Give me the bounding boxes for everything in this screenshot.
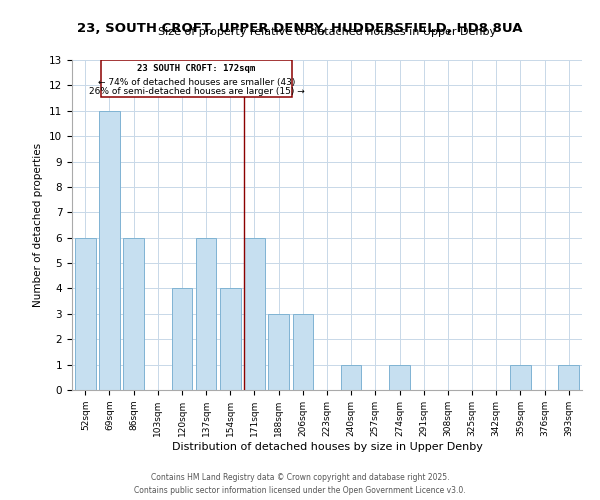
- Title: Size of property relative to detached houses in Upper Denby: Size of property relative to detached ho…: [158, 27, 496, 37]
- Bar: [99, 111, 120, 390]
- Bar: [268, 314, 289, 390]
- Text: Contains HM Land Registry data © Crown copyright and database right 2025.
Contai: Contains HM Land Registry data © Crown c…: [134, 474, 466, 495]
- Y-axis label: Number of detached properties: Number of detached properties: [34, 143, 43, 307]
- Bar: [75, 238, 95, 390]
- Bar: [559, 364, 579, 390]
- Bar: [510, 364, 530, 390]
- Text: 23 SOUTH CROFT: 172sqm: 23 SOUTH CROFT: 172sqm: [137, 64, 256, 74]
- Bar: [293, 314, 313, 390]
- Bar: [196, 238, 217, 390]
- Bar: [389, 364, 410, 390]
- Text: 26% of semi-detached houses are larger (15) →: 26% of semi-detached houses are larger (…: [89, 87, 304, 96]
- Bar: [244, 238, 265, 390]
- Text: 23, SOUTH CROFT, UPPER DENBY, HUDDERSFIELD, HD8 8UA: 23, SOUTH CROFT, UPPER DENBY, HUDDERSFIE…: [77, 22, 523, 36]
- Bar: [341, 364, 361, 390]
- Text: ← 74% of detached houses are smaller (43): ← 74% of detached houses are smaller (43…: [98, 78, 295, 88]
- X-axis label: Distribution of detached houses by size in Upper Denby: Distribution of detached houses by size …: [172, 442, 482, 452]
- Bar: [172, 288, 192, 390]
- Bar: [124, 238, 144, 390]
- Bar: [220, 288, 241, 390]
- FancyBboxPatch shape: [101, 60, 292, 97]
